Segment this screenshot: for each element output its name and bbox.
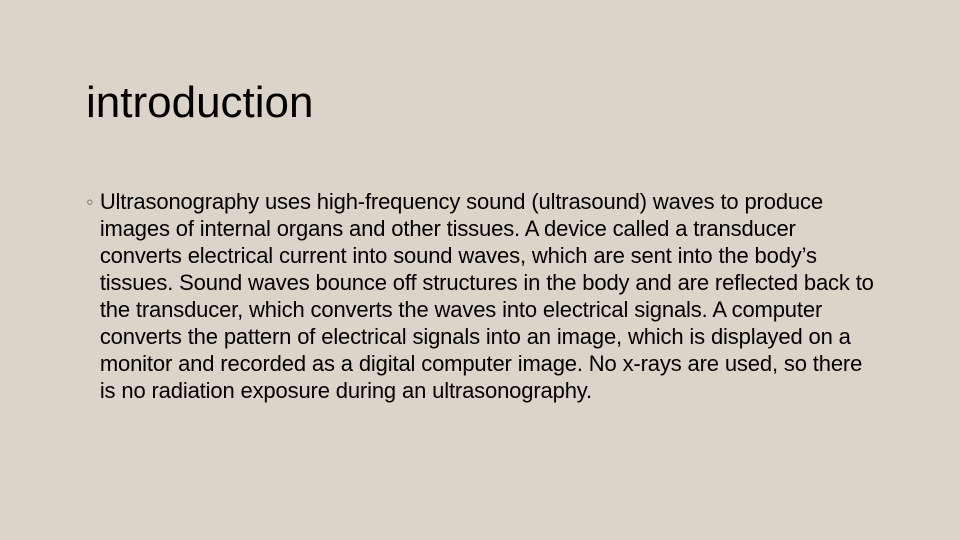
slide-title: introduction <box>86 78 313 128</box>
bullet-item: ◦ Ultrasonography uses high-frequency so… <box>86 188 876 404</box>
slide: introduction ◦ Ultrasonography uses high… <box>0 0 960 540</box>
slide-body: ◦ Ultrasonography uses high-frequency so… <box>86 188 876 404</box>
bullet-text: Ultrasonography uses high-frequency soun… <box>100 188 876 404</box>
bullet-icon: ◦ <box>86 188 94 215</box>
